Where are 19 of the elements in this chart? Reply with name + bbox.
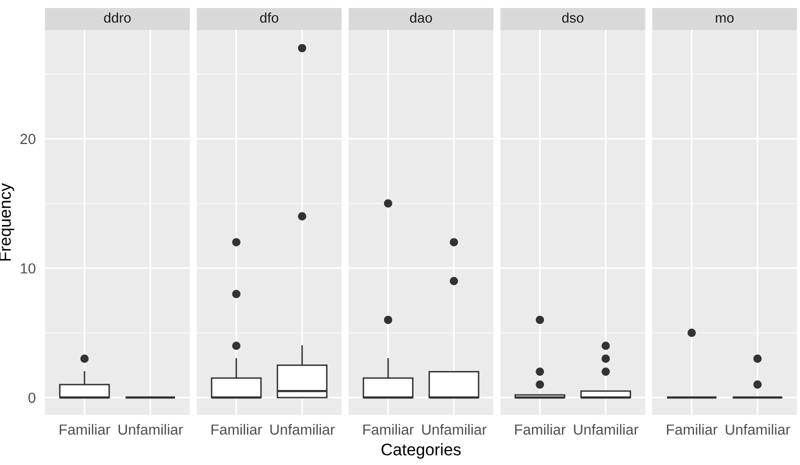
x-tick-label: Unfamiliar [422, 424, 486, 435]
x-tick-label: Familiar [212, 424, 262, 435]
x-axis-title: Categories [382, 443, 461, 459]
x-tick-label: Unfamiliar [574, 424, 638, 435]
x-tick-label: Familiar [515, 424, 566, 435]
x-tick-label: Unfamiliar [726, 424, 790, 435]
x-tick-label: Unfamiliar [118, 424, 183, 435]
x-tick-label: Familiar [666, 424, 718, 435]
y-tick-label: 20 [20, 134, 36, 144]
chart-title: dfo [260, 12, 278, 23]
chart-title: dao [410, 12, 432, 23]
chart-title: dso [562, 12, 584, 23]
x-tick-label: Unfamiliar [270, 424, 335, 435]
x-tick-label: Familiar [363, 424, 414, 435]
y-tick-label: 0 [28, 392, 36, 403]
chart-title: mo [716, 15, 734, 23]
x-tick-label: Familiar [60, 424, 110, 435]
y-tick-label: 10 [20, 263, 36, 274]
chart-title: ddro [104, 12, 131, 23]
